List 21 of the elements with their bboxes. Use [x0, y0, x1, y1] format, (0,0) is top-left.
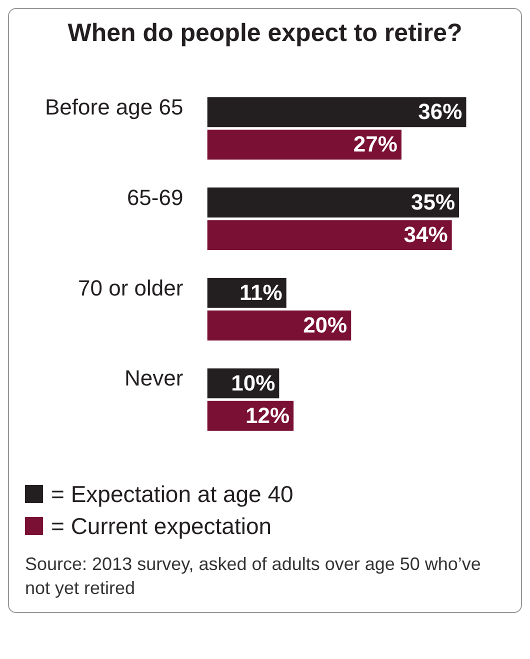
- data-label: 36%: [418, 99, 462, 124]
- y-tick-label: Never: [124, 366, 184, 391]
- data-label: 20%: [303, 312, 348, 338]
- bar: [207, 130, 402, 160]
- y-tick-label: 65-69: [126, 184, 184, 210]
- legend-label: = Expectation at age 40: [51, 480, 294, 509]
- legend-label: = Current expectation: [51, 512, 272, 541]
- data-label: 35%: [410, 190, 456, 215]
- bar: [207, 310, 352, 340]
- bar: [207, 97, 466, 128]
- data-label: 34%: [404, 222, 448, 248]
- data-label: 10%: [231, 370, 276, 396]
- bar: [207, 220, 452, 250]
- data-label: 27%: [353, 132, 398, 157]
- source-note: Source: 2013 survey, asked of adults over age 50 who’ve not yet retired: [24, 553, 482, 600]
- bar: [207, 188, 460, 218]
- data-label: 12%: [246, 402, 290, 428]
- y-tick-label: 70 or older: [78, 275, 184, 300]
- y-tick-label: Before age 65: [44, 94, 184, 120]
- data-label: 11%: [240, 280, 282, 305]
- chart-title: When do people expect to retire?: [66, 19, 464, 48]
